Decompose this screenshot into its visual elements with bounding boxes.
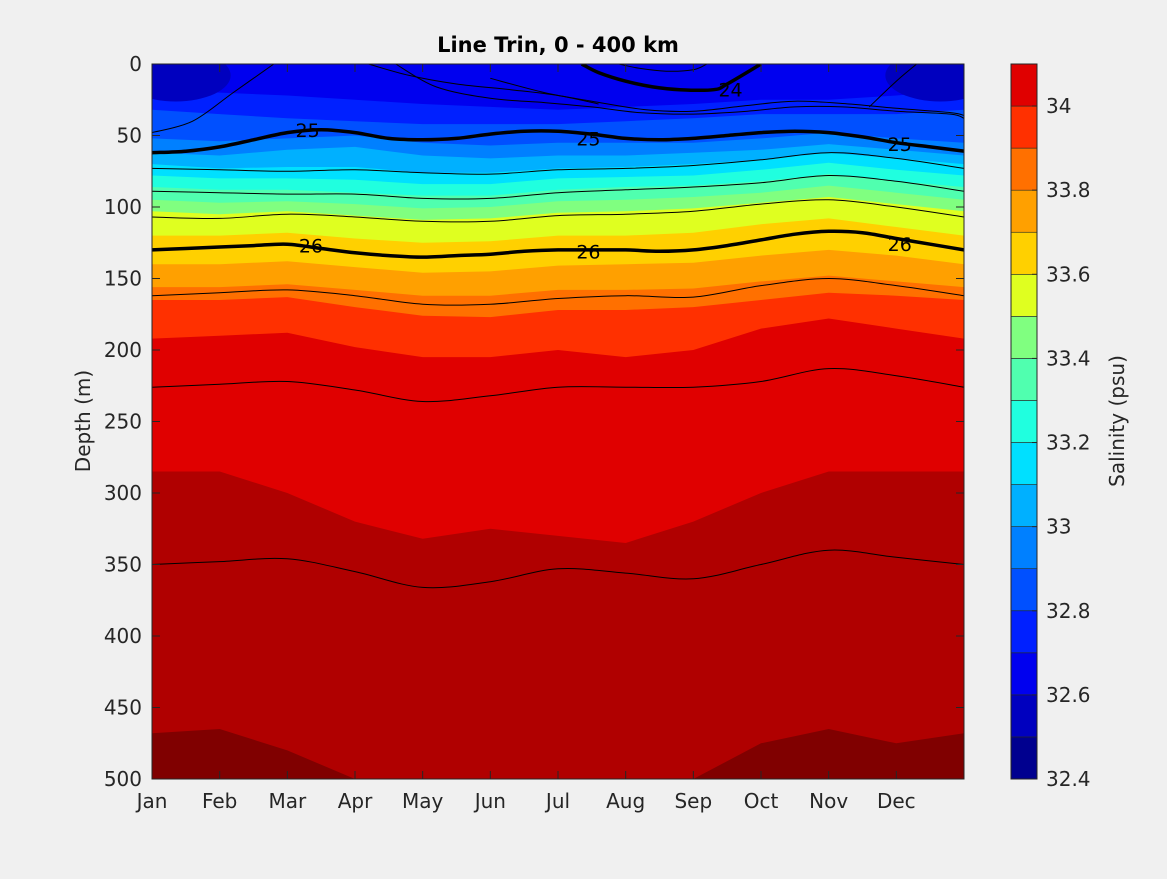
density-contour-8 <box>152 367 964 403</box>
colorbar: 32.4 32.6 32.8 33 33.2 33.4 33.6 33.8 34 <box>1010 63 1091 791</box>
density-contour-layer: 24 25 25 25 26 26 26 <box>152 64 964 589</box>
contour-label-24-0: 24 <box>718 80 742 102</box>
colorbar-label: Salinity (psu) <box>1105 355 1129 487</box>
colorbar-segment <box>1010 189 1038 233</box>
density-contour-5 <box>152 174 964 200</box>
colorbar-segment <box>1010 273 1038 317</box>
x-tick-label: Jan <box>135 789 168 813</box>
density-contour-10 <box>152 64 275 134</box>
colorbar-segment <box>1010 736 1038 780</box>
svg-text:26: 26 <box>888 234 912 256</box>
density-contour-24 <box>618 64 708 72</box>
colorbar-frame <box>1010 63 1038 780</box>
svg-text:25: 25 <box>888 134 912 156</box>
colorbar-segment <box>1010 358 1038 401</box>
fill-pocket-0 <box>152 64 231 102</box>
y-tick-label: 50 <box>117 124 142 148</box>
density-contour-6 <box>152 199 964 223</box>
colorbar-tick-label: 33.2 <box>1046 431 1091 455</box>
y-axis: 0 50 100 150 200 250 300 350 400 450 500 <box>104 52 964 791</box>
colorbar-tick-label: 33.6 <box>1046 262 1091 286</box>
colorbar-segment <box>1010 652 1038 696</box>
y-tick-label: 250 <box>104 410 142 434</box>
colorbar-segment <box>1010 400 1038 443</box>
colorbar-tick-label: 33.4 <box>1046 346 1091 370</box>
y-tick-label: 450 <box>104 696 142 720</box>
y-tick-label: 0 <box>129 52 142 76</box>
svg-text:25: 25 <box>576 128 600 150</box>
x-tick-label: Jun <box>473 789 506 813</box>
colorbar-tick-label: 33.8 <box>1046 178 1091 202</box>
colorbar-segment <box>1010 442 1038 485</box>
density-contour-24 <box>580 64 762 93</box>
x-tick-label: Feb <box>202 789 237 813</box>
colorbar-tick-label: 32.8 <box>1046 599 1091 623</box>
colorbar-segment <box>1010 63 1038 107</box>
x-axis: Jan Feb Mar Apr May Jun Jul Aug Sep Oct Nov Dec <box>135 64 916 813</box>
y-tick-label: 100 <box>104 195 142 219</box>
x-tick-label: Nov <box>809 789 848 813</box>
x-tick-label: Aug <box>606 789 645 813</box>
colorbar-tick-label: 33 <box>1046 515 1071 539</box>
x-tick-label: May <box>402 789 444 813</box>
colorbar-segment <box>1010 610 1038 654</box>
colorbar-tick-label: 32.4 <box>1046 767 1091 791</box>
fill-pocket-1 <box>885 64 964 102</box>
y-tick-label: 150 <box>104 267 142 291</box>
density-contour-26 <box>152 229 964 259</box>
density-contour-13 <box>490 77 964 116</box>
x-tick-label: Mar <box>268 789 307 813</box>
colorbar-segment <box>1010 147 1038 191</box>
x-tick-label: Jul <box>544 789 570 813</box>
density-contour-12 <box>395 64 964 119</box>
density-contour-14 <box>868 64 917 108</box>
y-tick-label: 400 <box>104 624 142 648</box>
density-contour-25 <box>152 128 964 155</box>
density-contour-4 <box>152 152 964 175</box>
colorbar-segment <box>1010 316 1038 359</box>
svg-text:25: 25 <box>296 120 320 142</box>
contour-label-26-5: 26 <box>576 241 600 263</box>
colorbar-tick-label: 32.6 <box>1046 683 1091 707</box>
fill-band-34.2 <box>152 729 964 779</box>
chart-title: Line Trin, 0 - 400 km <box>437 33 679 57</box>
colorbar-segment <box>1010 694 1038 738</box>
contour-label-25-2: 25 <box>576 128 600 150</box>
contour-label-25-1: 25 <box>296 120 320 142</box>
density-contour-7 <box>152 277 964 306</box>
contour-fill-layer <box>152 64 964 779</box>
colorbar-segment <box>1010 526 1038 570</box>
y-tick-label: 300 <box>104 481 142 505</box>
y-axis-label: Depth (m) <box>71 370 95 472</box>
y-tick-label: 350 <box>104 553 142 577</box>
contour-label-25-3: 25 <box>888 134 912 156</box>
x-tick-label: Oct <box>744 789 779 813</box>
fill-band-34.1 <box>152 471 964 779</box>
y-tick-label: 200 <box>104 338 142 362</box>
x-tick-label: Sep <box>674 789 712 813</box>
density-contour-9 <box>152 549 964 589</box>
contour-label-26-6: 26 <box>888 234 912 256</box>
contour-label-26-4: 26 <box>299 236 323 258</box>
x-tick-label: Dec <box>877 789 916 813</box>
y-tick-label: 500 <box>104 767 142 791</box>
colorbar-segment <box>1010 484 1038 527</box>
colorbar-tick-label: 34 <box>1046 94 1071 118</box>
svg-text:26: 26 <box>299 236 323 258</box>
x-tick-label: Apr <box>338 789 373 813</box>
colorbar-segment <box>1010 105 1038 149</box>
colorbar-segment <box>1010 231 1038 275</box>
svg-text:26: 26 <box>576 241 600 263</box>
svg-text:24: 24 <box>718 80 742 102</box>
colorbar-segment <box>1010 568 1038 612</box>
